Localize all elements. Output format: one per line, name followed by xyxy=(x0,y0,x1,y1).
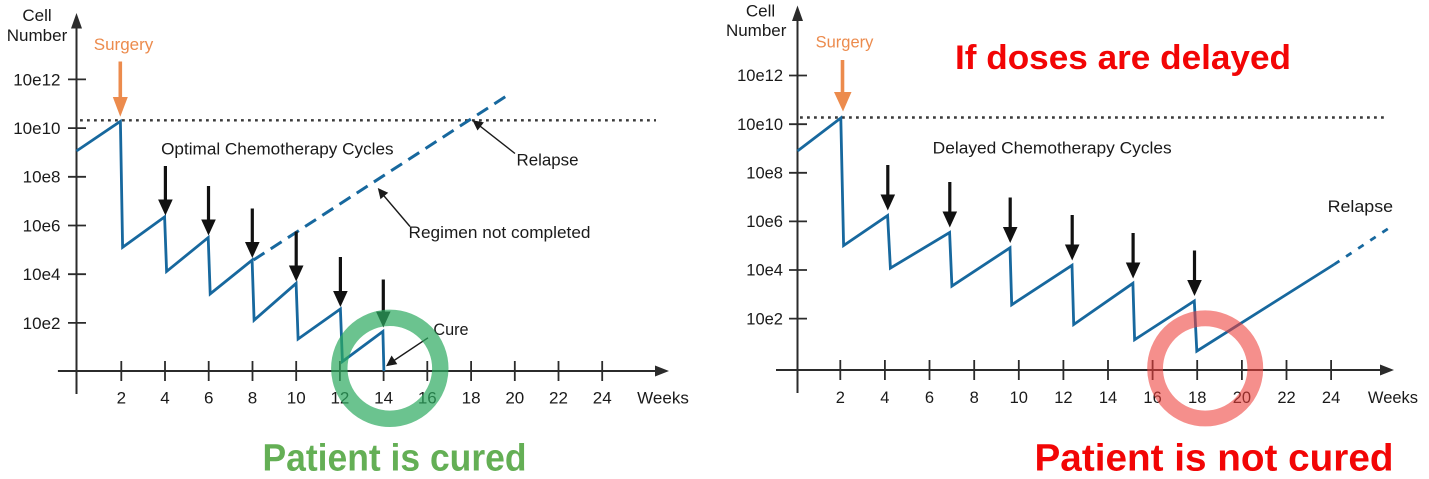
svg-text:10e12: 10e12 xyxy=(13,70,60,89)
svg-text:10e8: 10e8 xyxy=(746,165,783,183)
svg-text:18: 18 xyxy=(1188,389,1206,407)
svg-text:If doses are delayed: If doses are delayed xyxy=(955,39,1291,77)
svg-text:Patient is cured: Patient is cured xyxy=(263,438,527,479)
svg-text:10e10: 10e10 xyxy=(737,116,783,134)
svg-text:Cell: Cell xyxy=(22,6,51,25)
svg-text:Optimal Chemotherapy Cycles: Optimal Chemotherapy Cycles xyxy=(161,139,394,158)
svg-text:22: 22 xyxy=(1277,389,1295,407)
svg-text:14: 14 xyxy=(1099,389,1117,407)
svg-text:Surgery: Surgery xyxy=(816,34,875,52)
svg-text:Surgery: Surgery xyxy=(94,35,154,54)
svg-text:24: 24 xyxy=(593,389,612,408)
svg-text:10: 10 xyxy=(287,389,306,408)
svg-text:10e12: 10e12 xyxy=(737,67,783,85)
svg-text:14: 14 xyxy=(374,389,393,408)
svg-text:12: 12 xyxy=(1054,389,1072,407)
svg-text:6: 6 xyxy=(925,389,934,407)
svg-text:10e10: 10e10 xyxy=(13,119,60,138)
svg-text:10e4: 10e4 xyxy=(746,262,783,280)
svg-text:2: 2 xyxy=(117,389,126,408)
svg-text:Patient is not cured: Patient is not cured xyxy=(1035,438,1394,479)
svg-text:Number: Number xyxy=(7,26,68,45)
svg-text:Weeks: Weeks xyxy=(637,389,689,408)
svg-text:Regimen not completed: Regimen not completed xyxy=(409,223,591,242)
svg-text:6: 6 xyxy=(204,389,213,408)
svg-text:Cell: Cell xyxy=(746,2,775,21)
svg-text:Relapse: Relapse xyxy=(517,151,579,170)
svg-text:Delayed Chemotherapy Cycles: Delayed Chemotherapy Cycles xyxy=(933,139,1172,158)
svg-text:10: 10 xyxy=(1010,389,1028,407)
svg-text:24: 24 xyxy=(1322,389,1340,407)
svg-text:8: 8 xyxy=(970,389,979,407)
svg-text:20: 20 xyxy=(505,389,524,408)
svg-text:4: 4 xyxy=(880,389,889,407)
svg-text:10e2: 10e2 xyxy=(746,310,783,328)
svg-text:Weeks: Weeks xyxy=(1368,389,1418,407)
svg-text:Cure: Cure xyxy=(433,321,468,339)
svg-text:10e6: 10e6 xyxy=(23,216,61,235)
svg-text:10e8: 10e8 xyxy=(23,168,61,187)
svg-text:22: 22 xyxy=(549,389,568,408)
svg-text:4: 4 xyxy=(160,389,169,408)
svg-text:10e6: 10e6 xyxy=(746,213,783,231)
svg-text:Number: Number xyxy=(726,21,787,40)
svg-text:10e4: 10e4 xyxy=(23,265,61,284)
svg-text:2: 2 xyxy=(836,389,845,407)
svg-text:8: 8 xyxy=(248,389,257,408)
svg-text:18: 18 xyxy=(462,389,481,408)
svg-text:Relapse: Relapse xyxy=(1328,197,1394,216)
svg-text:10e2: 10e2 xyxy=(23,314,61,333)
